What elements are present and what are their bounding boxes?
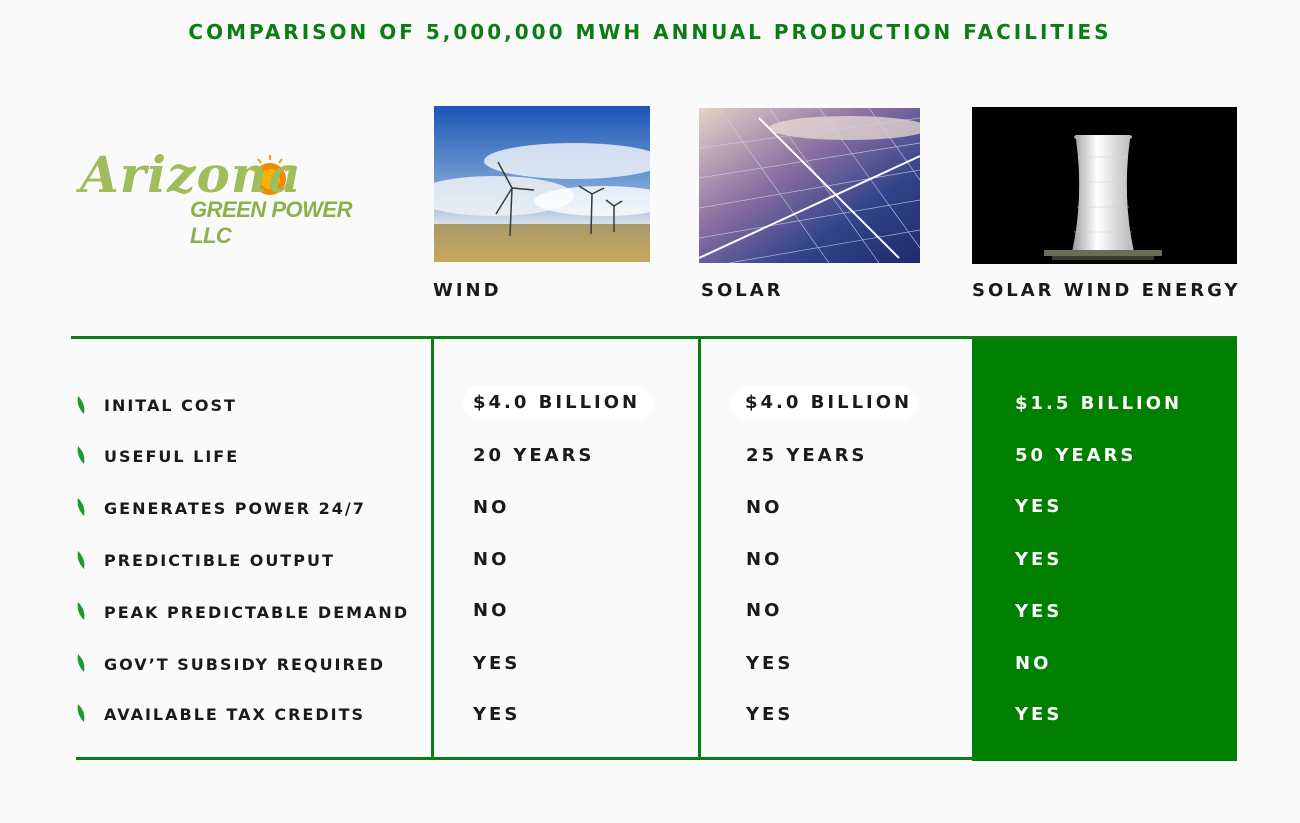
solar-wind-tower-photo: [972, 107, 1237, 264]
table-top-border: [71, 336, 1237, 339]
row-label: INITAL COST: [104, 396, 237, 415]
cell-value: NO: [473, 600, 510, 621]
highlight-column: [972, 336, 1237, 761]
table-bottom-border: [76, 757, 976, 760]
leaf-icon: [77, 704, 85, 722]
solar-panels-photo: [699, 108, 920, 263]
cell-value: NO: [473, 497, 510, 518]
column-header-solar: SOLAR: [701, 280, 784, 301]
row-label: GOV’T SUBSIDY REQUIRED: [104, 655, 386, 674]
logo-subtitle: GREEN POWER LLC: [190, 197, 352, 248]
cell-value: YES: [746, 653, 794, 674]
cell-value: NO: [746, 600, 783, 621]
cell-value: 20 YEARS: [473, 445, 595, 466]
cell-value: 25 YEARS: [746, 445, 868, 466]
column-header-solar-wind-energy: SOLAR WIND ENERGY: [972, 280, 1241, 301]
logo-name: Arizona: [80, 145, 302, 204]
page-title: COMPARISON OF 5,000,000 MWH ANNUAL PRODU…: [188, 20, 1112, 44]
leaf-icon: [77, 602, 85, 620]
cell-value: YES: [473, 653, 521, 674]
leaf-icon: [77, 654, 85, 672]
wind-turbines-photo: [434, 106, 650, 262]
cell-value: YES: [1015, 704, 1063, 725]
company-logo: Arizona GREEN POWER LLC: [80, 145, 380, 248]
row-label: PREDICTIBLE OUTPUT: [104, 551, 335, 570]
cell-value: NO: [746, 549, 783, 570]
column-divider: [431, 336, 434, 760]
column-header-wind: WIND: [433, 280, 502, 301]
cell-value: YES: [1015, 496, 1063, 517]
cell-value: NO: [473, 549, 510, 570]
cell-value: NO: [746, 497, 783, 518]
cell-value: $4.0 BILLION: [473, 392, 641, 413]
value-highlight-pill: [463, 386, 654, 420]
leaf-icon: [77, 498, 85, 516]
row-label: AVAILABLE TAX CREDITS: [104, 705, 366, 724]
column-divider: [698, 336, 701, 760]
row-label: PEAK PREDICTABLE DEMAND: [104, 603, 410, 622]
logo-sun-icon: [250, 155, 290, 195]
row-label: GENERATES POWER 24/7: [104, 499, 366, 518]
leaf-icon: [77, 446, 85, 464]
cell-value: YES: [1015, 601, 1063, 622]
value-highlight-pill: [730, 386, 918, 420]
cell-value: YES: [473, 704, 521, 725]
row-label: USEFUL LIFE: [104, 447, 240, 466]
cell-value: NO: [1015, 653, 1052, 674]
cell-value: $1.5 BILLION: [1015, 393, 1183, 414]
leaf-icon: [77, 551, 85, 569]
cell-value: 50 YEARS: [1015, 445, 1137, 466]
cell-value: YES: [1015, 549, 1063, 570]
leaf-icon: [77, 396, 85, 414]
cell-value: YES: [746, 704, 794, 725]
cell-value: $4.0 BILLION: [745, 392, 913, 413]
